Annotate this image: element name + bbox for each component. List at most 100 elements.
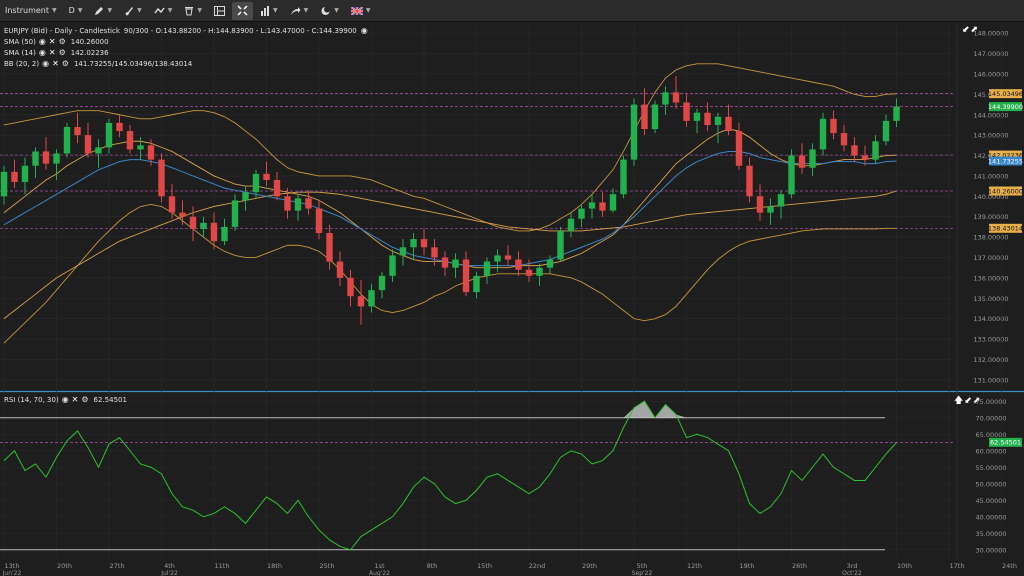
candle-body (347, 277, 354, 297)
gear-icon[interactable]: ⚙ (81, 395, 89, 404)
bb-lower-line (3, 204, 897, 344)
gear-icon[interactable]: ⚙ (61, 59, 69, 68)
candle-body (641, 104, 648, 130)
candle-body (420, 239, 428, 248)
candle-body (704, 112, 711, 125)
date-tick-label: 19th (740, 562, 755, 570)
chart-area[interactable]: 148.00000147.00000146.00000145.00000144.… (0, 23, 1024, 576)
patterns-menu[interactable]: ▼ (149, 2, 178, 20)
candle-body (105, 122, 113, 148)
rsi-tick-label: 45.00000 (975, 497, 1006, 505)
collapse-pane-icon[interactable]: ⬋ (964, 396, 973, 406)
date-tick-month: Jun'22 (2, 570, 22, 576)
chevron-down-icon: ▼ (107, 7, 113, 14)
date-tick-label: 22nd (529, 562, 546, 570)
close-icon[interactable]: ✕ (52, 59, 59, 68)
date-tick-label: 24th (1002, 562, 1017, 570)
candle-body (483, 261, 491, 276)
price-tick-label: 133.00000 (973, 336, 1008, 344)
pencil-icon (94, 6, 104, 16)
candle-body (0, 171, 8, 197)
candle-body (609, 194, 617, 211)
gear-icon[interactable]: ⚙ (58, 48, 66, 57)
sma50-line (3, 190, 897, 319)
candle-body (557, 230, 564, 260)
expand-pane-icon[interactable]: ⬈ (972, 396, 982, 406)
drawing-tools-menu[interactable]: ▼ (89, 2, 117, 20)
pattern-icon (154, 6, 165, 16)
price-chart-canvas[interactable]: 148.00000147.00000146.00000145.00000144.… (0, 23, 1024, 576)
price-tick-label: 137.00000 (973, 254, 1008, 262)
eye-icon[interactable]: ◉ (38, 48, 46, 57)
rsi-value-tag: 62.54501 (990, 439, 1021, 447)
move-up-icon[interactable]: 🡅 (954, 396, 965, 406)
candle-body (515, 259, 522, 270)
chart-type-menu[interactable]: ▼ (255, 2, 283, 20)
price-tick-label: 146.00000 (973, 70, 1008, 78)
close-icon[interactable]: ✕ (71, 395, 79, 404)
timeframe-menu[interactable]: D ▼ (64, 2, 88, 20)
language-menu[interactable]: ▼ (346, 2, 376, 20)
indicator-label: SMA (50) (4, 37, 36, 46)
close-icon[interactable]: ✕ (48, 48, 56, 57)
rsi-pane-controls: 🡅⬋⬈ (954, 393, 981, 409)
candle-body (179, 212, 186, 217)
share-icon (290, 6, 301, 16)
candle-body (494, 255, 501, 262)
candle-body (389, 255, 396, 276)
date-tick-month: Sep'22 (632, 570, 653, 576)
eye-icon[interactable]: ◉ (360, 26, 368, 35)
candle-body (462, 259, 470, 293)
candle-body (357, 296, 365, 307)
brush-tools-menu[interactable]: ▼ (119, 2, 147, 20)
main-pane-controls: ⬋⬈ (962, 25, 979, 35)
candle-body (452, 259, 459, 268)
price-tick-label: 138.00000 (973, 234, 1008, 242)
candle-body (294, 198, 302, 211)
rsi-label: RSI (14, 70, 30) (4, 395, 59, 404)
eye-icon[interactable]: ◉ (61, 395, 69, 404)
chevron-down-icon: ▼ (167, 7, 173, 14)
gear-icon[interactable]: ⚙ (58, 37, 66, 46)
candle-body (399, 247, 407, 256)
close-icon[interactable]: ✕ (48, 37, 56, 46)
candle-body (882, 120, 890, 142)
candle-body (431, 247, 438, 258)
eye-icon[interactable]: ◉ (42, 59, 50, 68)
collapse-pane-icon[interactable]: ⬋ (962, 25, 971, 35)
instrument-menu[interactable]: Instrument ▼ (0, 2, 62, 20)
candle-body (63, 126, 71, 154)
indicator-value: 142.02236 (70, 48, 109, 57)
rsi-tick-label: 60.00000 (975, 447, 1006, 455)
candle-body (32, 151, 39, 166)
delete-menu[interactable]: ▼ (179, 2, 207, 20)
expand-pane-icon[interactable]: ⬈ (970, 25, 980, 35)
price-tick-label: 139.00000 (973, 213, 1008, 221)
candle-body (819, 118, 827, 150)
bb-upper-line (3, 63, 897, 232)
candle-body (525, 269, 533, 276)
candle-body (788, 155, 795, 195)
date-tick-label: 27th (110, 562, 125, 570)
candle-body (767, 206, 774, 213)
fullscreen-button[interactable] (231, 1, 253, 20)
instrument-label: Instrument (5, 6, 50, 15)
chart-title-row: EURJPY (Bid) - Daily - Candlestick 90/30… (4, 26, 368, 35)
candle-body (872, 141, 879, 160)
candle-body (11, 171, 18, 183)
candle-body (683, 102, 690, 121)
candle-body (368, 290, 375, 307)
candle-body (672, 92, 680, 103)
candle-body (305, 198, 312, 209)
rsi-tick-label: 55.00000 (975, 464, 1006, 472)
uk-flag-icon (350, 6, 363, 15)
date-tick-month: Jul'22 (160, 570, 178, 576)
rsi-tick-label: 30.00000 (975, 546, 1006, 554)
brush-icon (124, 6, 134, 16)
chevron-down-icon: ▼ (334, 7, 339, 14)
theme-menu[interactable]: ▼ (315, 2, 344, 20)
eye-icon[interactable]: ◉ (38, 37, 46, 46)
share-menu[interactable]: ▼ (285, 2, 314, 20)
layout-button[interactable] (209, 2, 230, 20)
